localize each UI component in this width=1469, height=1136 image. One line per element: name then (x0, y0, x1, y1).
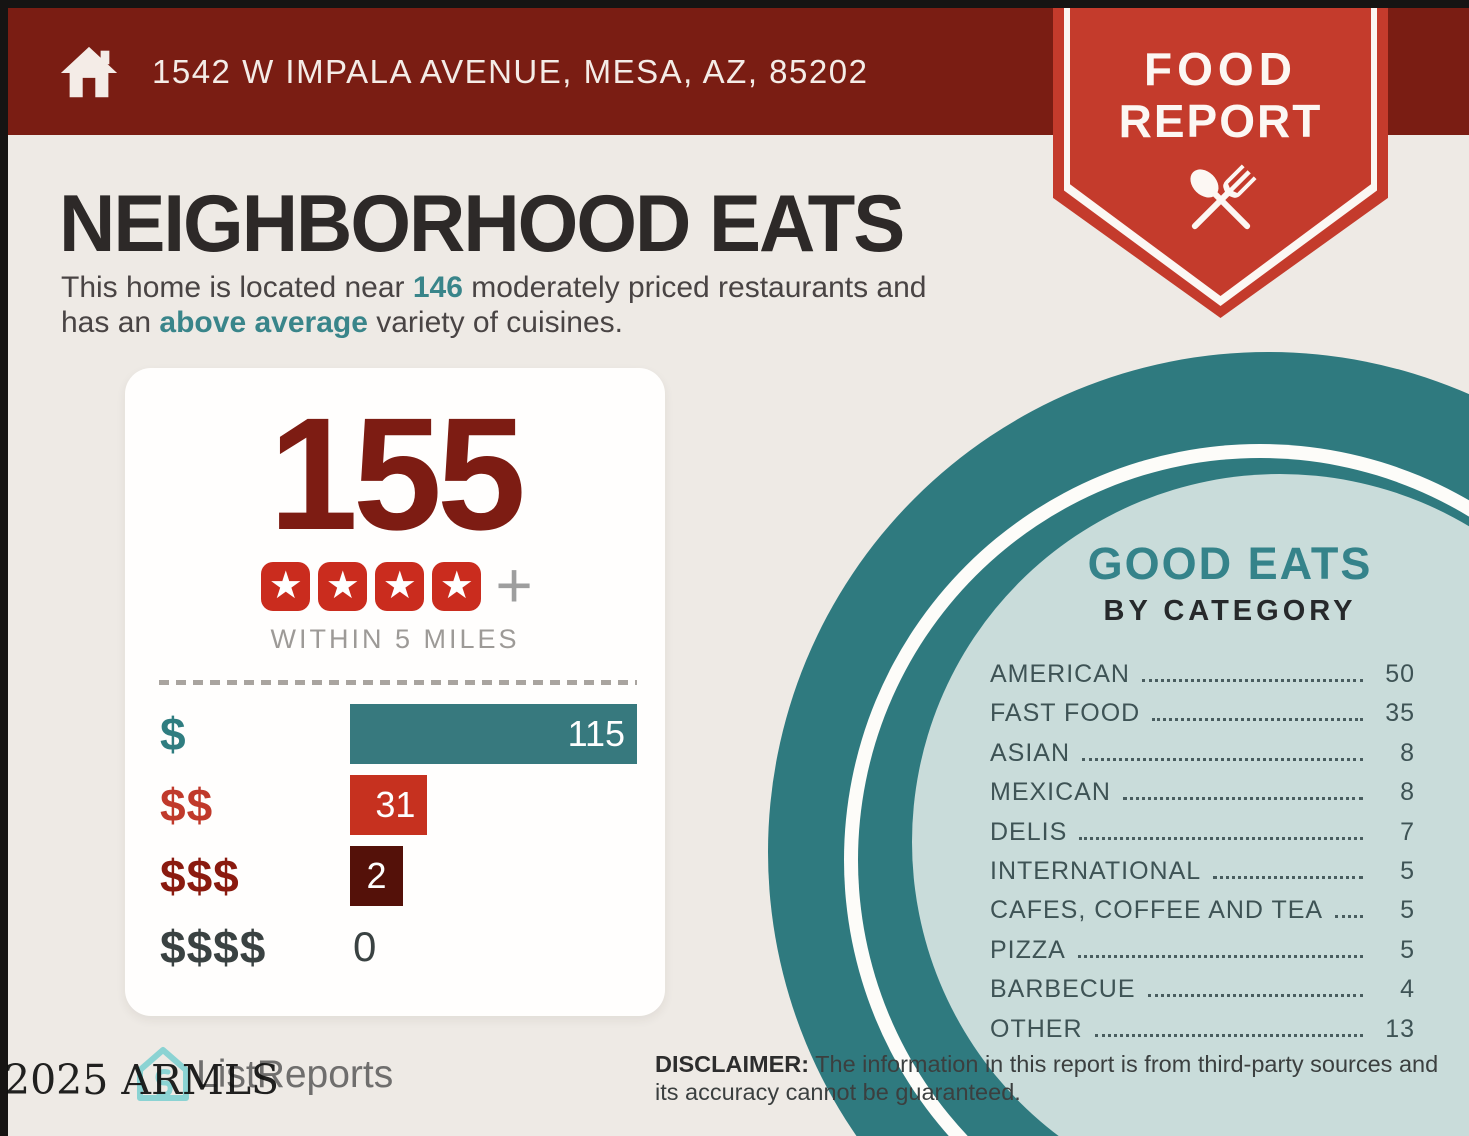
star-icon: ★ (318, 561, 368, 611)
category-label: MEXICAN (990, 778, 1111, 807)
dashed-divider (159, 680, 637, 685)
bar-track: 0 (350, 917, 637, 977)
dotted-leader (1079, 836, 1363, 840)
category-label: INTERNATIONAL (990, 856, 1202, 885)
category-row: BARBECUE 4 (990, 975, 1415, 1014)
category-list: AMERICAN 50 FAST FOOD 35 ASIAN 8 MEXICAN 8 DELIS… (990, 660, 1415, 1054)
good-eats-title: GOOD EATS (1087, 538, 1373, 589)
spoon-fork-icon (1053, 148, 1388, 252)
page-title: NEIGHBORHOOD EATS (59, 177, 905, 269)
category-row: MEXICAN 8 (990, 778, 1415, 817)
bar-zero-value: 0 (353, 923, 377, 970)
price-bar-row: $$$ 2 (160, 846, 637, 906)
category-count: 4 (1400, 975, 1415, 1004)
badge-title-line2: REPORT (1118, 95, 1323, 147)
dotted-leader (1213, 875, 1363, 879)
intro-line1-pre: This home is located near (61, 271, 413, 304)
star-icon: ★ (432, 561, 482, 611)
category-label: FAST FOOD (990, 699, 1141, 728)
dotted-leader (1141, 679, 1363, 682)
star-icon: ★ (375, 561, 425, 611)
badge-title-line1: FOOD (1144, 43, 1297, 95)
mls-watermark: 2025 ARMLS (4, 1056, 280, 1104)
intro-line2-post: variety of cuisines. (367, 306, 623, 339)
property-address: 1542 W IMPALA AVENUE, MESA, AZ, 85202 (152, 52, 869, 90)
category-label: DELIS (990, 817, 1068, 846)
intro-line1-post: moderately priced restaurants and (462, 271, 927, 304)
radius-label: WITHIN 5 MILES (270, 624, 520, 654)
plus-sign: + (495, 549, 533, 622)
total-restaurants: 155 (269, 384, 526, 563)
category-count: 8 (1400, 738, 1415, 767)
star-tiles: ★ ★ ★ ★ (257, 561, 485, 611)
price-bar-row: $$ 31 (160, 775, 637, 835)
star-icon: ★ (261, 561, 311, 611)
house-outline-icon (137, 1047, 189, 1101)
category-row: OTHER 13 (990, 1015, 1415, 1054)
intro-line2-pre: has an (61, 306, 160, 339)
disclaimer: DISCLAIMER: The information in this repo… (655, 1050, 1455, 1106)
dotted-leader (1147, 994, 1363, 998)
category-label: OTHER (990, 1014, 1083, 1043)
category-count: 5 (1400, 935, 1415, 964)
disclaimer-text: The information in this report is from t… (655, 1051, 1439, 1105)
category-row: FAST FOOD 35 (990, 699, 1415, 738)
good-eats-subtitle: BY CATEGORY (1103, 595, 1357, 627)
bar-track: 115 (350, 704, 637, 764)
bar-fill: 2 (350, 846, 403, 906)
bar-track: 31 (350, 775, 637, 835)
dotted-leader (1152, 718, 1363, 722)
good-eats-section: GOOD EATS BY CATEGORY AMERICAN 50 FAST FOO… (990, 538, 1440, 1054)
category-count: 50 (1385, 660, 1415, 688)
price-tier-label: $$$ (160, 850, 240, 902)
category-count: 7 (1400, 817, 1415, 846)
category-label: PIZZA (990, 935, 1066, 964)
food-report-badge: FOOD REPORT (1053, 2, 1388, 318)
category-label: BARBECUE (990, 975, 1136, 1004)
category-count: 5 (1400, 856, 1415, 885)
restaurant-count: 146 (412, 271, 463, 304)
price-bar-row: $$$$ 0 (160, 917, 637, 977)
home-icon (60, 46, 118, 97)
category-row: PIZZA 5 (990, 936, 1415, 975)
brand-name: ListReports (196, 1053, 394, 1096)
category-row: AMERICAN 50 (990, 660, 1415, 699)
price-tier-label: $ (160, 708, 187, 760)
dotted-leader (1335, 915, 1363, 919)
top-edge-border (0, 0, 1469, 8)
category-label: CAFES, COFFEE AND TEA (990, 896, 1324, 925)
category-row: INTERNATIONAL 5 (990, 857, 1415, 896)
disclaimer-label: DISCLAIMER: (655, 1051, 810, 1077)
category-count: 8 (1400, 778, 1415, 807)
star-rating: ★ ★ ★ ★ + (125, 549, 665, 622)
left-edge-border (0, 0, 8, 1136)
listreports-logo: ListReports (134, 1044, 393, 1106)
dotted-leader (1094, 1033, 1363, 1037)
category-row: ASIAN 8 (990, 739, 1415, 778)
category-count: 5 (1400, 896, 1415, 925)
bar-fill: 115 (350, 704, 637, 764)
variety-highlight: above average (159, 306, 368, 339)
category-label: AMERICAN (990, 660, 1130, 688)
price-bar-chart: $115 $$ 31 $$$ 2 $$$$ 0 (160, 704, 637, 988)
bar-track: 2 (350, 846, 637, 906)
bar-fill: 31 (350, 775, 428, 835)
intro-text: This home is located near 146 moderately… (61, 270, 1041, 340)
dotted-leader (1077, 954, 1363, 958)
category-count: 35 (1385, 699, 1415, 728)
category-row: CAFES, COFFEE AND TEA 5 (990, 896, 1415, 935)
price-tier-label: $$$$ (160, 921, 267, 973)
dotted-leader (1122, 797, 1363, 801)
category-label: ASIAN (990, 738, 1071, 767)
category-row: DELIS 7 (990, 818, 1415, 857)
restaurant-stats-card: 155 ★ ★ ★ ★ + WITHIN 5 MILES $115 $$ 31 $$$ 2 $$… (125, 368, 665, 1016)
price-bar-row: $115 (160, 704, 637, 764)
category-count: 13 (1385, 1014, 1415, 1043)
dotted-leader (1082, 757, 1363, 761)
price-tier-label: $$ (160, 779, 214, 831)
